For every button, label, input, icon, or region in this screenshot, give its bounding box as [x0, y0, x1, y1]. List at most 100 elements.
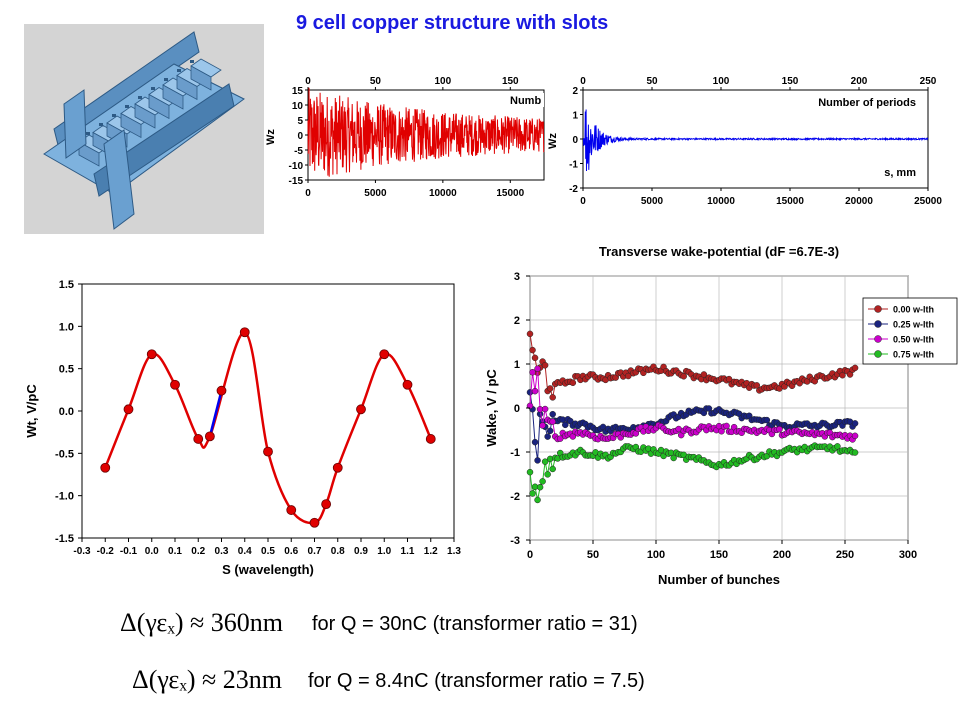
- data-point-red: [123, 404, 134, 415]
- data-point-red: [379, 349, 390, 360]
- cell-side: [134, 103, 156, 129]
- cell-side: [120, 112, 142, 139]
- plot-area: [81, 283, 455, 539]
- y-tick-label: 2: [572, 86, 578, 97]
- data-point-red: [263, 446, 273, 457]
- x-top-tick-label: 150: [782, 76, 799, 87]
- equation-1: Δ(γεₓ) ≈ 360nm: [120, 608, 284, 637]
- data-point-red: [204, 431, 215, 442]
- legend-marker: [874, 320, 882, 328]
- y-tick-label: 0.0: [59, 406, 74, 418]
- y-tick-label: -2: [569, 184, 578, 195]
- data-point-red: [286, 505, 297, 515]
- y-tick-label: -15: [289, 176, 304, 187]
- data-point-0: [569, 379, 577, 387]
- x-top-tick-label: 100: [713, 76, 730, 87]
- series-line: [307, 87, 545, 177]
- data-point-1: [549, 410, 556, 418]
- slot: [151, 87, 155, 90]
- y-tick-label: 2: [514, 315, 520, 327]
- legend-marker: [874, 350, 882, 358]
- slot: [112, 114, 116, 117]
- x-top-tick-label: 100: [435, 76, 452, 87]
- y-tick-label: -1.0: [55, 491, 74, 503]
- x-top-tick-label: 0: [580, 76, 586, 87]
- data-point-red: [425, 434, 436, 444]
- y-axis-label: Wake, V / pC: [484, 369, 499, 447]
- x-top-tick-label: 250: [920, 76, 937, 87]
- data-point-2: [539, 422, 546, 429]
- data-point-red: [193, 434, 204, 444]
- data-point-0: [725, 375, 733, 383]
- data-point-0: [625, 372, 632, 380]
- y-tick-label: -5: [294, 146, 303, 157]
- y-tick-label: 1: [514, 359, 520, 371]
- slot: [99, 123, 103, 126]
- x-tick-label: 150: [710, 549, 728, 561]
- y-tick-label: 15: [292, 86, 304, 97]
- y-tick-label: 0: [514, 403, 520, 415]
- cell-side: [78, 141, 100, 167]
- x-tick-label: 100: [647, 549, 665, 561]
- data-point-red: [100, 462, 111, 473]
- y-tick-label: -1: [510, 447, 520, 459]
- data-point-red: [402, 379, 413, 390]
- y-tick-label: 3: [514, 271, 520, 283]
- y-tick-label: 1.5: [59, 279, 74, 291]
- y-axis-label: Wt, V/pC: [24, 384, 39, 438]
- x-top-tick-label: 50: [646, 76, 658, 87]
- x-tick-label: 0.8: [331, 546, 345, 557]
- data-point-2: [534, 365, 541, 372]
- y-tick-label: -2: [510, 491, 520, 503]
- data-point-red: [170, 379, 180, 390]
- data-point-3: [529, 490, 536, 497]
- annotation-text: Numb: [510, 95, 541, 107]
- data-point-3: [549, 465, 556, 473]
- slot: [177, 69, 181, 72]
- x-tick-label: 0.1: [168, 546, 182, 557]
- data-point-2: [556, 435, 564, 442]
- data-point-1: [763, 416, 771, 424]
- x-tick-label: 0.0: [145, 546, 159, 557]
- data-point-2: [723, 422, 730, 430]
- cell-side: [148, 93, 170, 120]
- data-point-red: [309, 517, 320, 528]
- legend-marker: [874, 335, 882, 343]
- y-tick-label: -10: [289, 161, 304, 172]
- data-point-red: [239, 327, 250, 338]
- y-tick-label: 5: [297, 116, 303, 127]
- y-tick-label: 0: [297, 131, 303, 142]
- x-tick-label: 0.9: [354, 546, 368, 557]
- slot: [138, 96, 142, 99]
- structure-3d-image: [24, 24, 264, 234]
- x-tick-label: 0.7: [308, 546, 322, 557]
- data-point-3: [539, 478, 546, 485]
- x-tick-label: 0.5: [261, 546, 275, 557]
- x-top-tick-label: 200: [851, 76, 868, 87]
- legend-label: 0.25 w-lth: [893, 320, 934, 330]
- x-tick-label: 15000: [496, 188, 524, 199]
- data-point-1: [546, 427, 554, 435]
- y-tick-label: 0: [572, 135, 578, 146]
- equation-2-note: for Q = 8.4nC (transformer ratio = 7.5): [308, 670, 645, 692]
- data-point-3: [534, 496, 541, 504]
- data-point-3: [541, 458, 549, 465]
- x-tick-label: 1.1: [401, 546, 415, 557]
- data-point-blue-end: [216, 385, 227, 396]
- transverse-wake-chart: Transverse wake-potential (dF =6.7E-3) 3 2…: [484, 244, 958, 587]
- data-point-0: [546, 385, 554, 392]
- x-tick-label: 20000: [845, 196, 873, 207]
- data-point-1: [851, 420, 859, 427]
- data-point-0: [531, 354, 539, 362]
- legend-label: 0.00 w-lth: [893, 305, 934, 315]
- data-point-2: [776, 425, 783, 433]
- data-point-3: [544, 471, 551, 478]
- data-point-red: [146, 349, 157, 360]
- y-tick-label: 1: [572, 111, 578, 122]
- x-tick-label: -0.3: [73, 546, 91, 557]
- x-tick-label: 5000: [364, 188, 387, 199]
- x-tick-label: 1.0: [377, 546, 391, 557]
- data-point-0: [541, 362, 549, 369]
